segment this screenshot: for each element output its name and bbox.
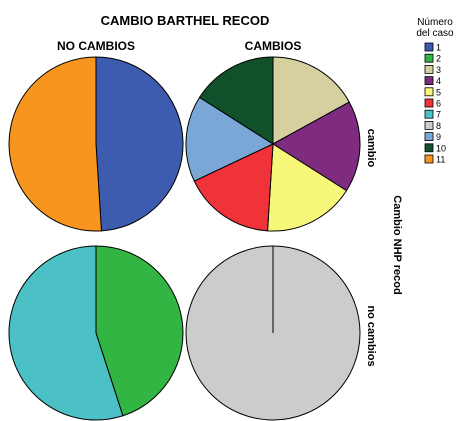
legend-swatch — [424, 154, 434, 164]
legend-swatch — [424, 109, 434, 119]
column-header-no-cambios: NO CAMBIOS — [57, 39, 135, 53]
legend-item-9: 9 — [424, 132, 441, 142]
legend-item-3: 3 — [424, 65, 441, 75]
legend-item-4: 4 — [424, 76, 441, 86]
row-variable-label: Cambio NHP recod — [391, 195, 403, 294]
pie-2 — [8, 245, 184, 421]
pie-3 — [185, 245, 361, 421]
legend-swatch — [424, 42, 434, 52]
pie-slice-case-2 — [95, 245, 184, 417]
legend-item-8: 8 — [424, 121, 441, 131]
row-label-no-cambios: no cambios — [365, 305, 377, 366]
legend-item-10: 10 — [424, 143, 446, 153]
legend-label: 2 — [436, 54, 441, 64]
legend-label: 8 — [436, 121, 441, 131]
legend-item-6: 6 — [424, 98, 441, 109]
legend-swatch — [424, 121, 434, 130]
legend-item-11: 11 — [424, 154, 445, 165]
legend-swatch — [424, 132, 434, 142]
legend-item-7: 7 — [424, 109, 441, 120]
legend-label: 7 — [436, 110, 441, 120]
pie-slice-case-5 — [267, 143, 348, 232]
legend-swatch — [424, 53, 434, 63]
pie-0 — [8, 56, 184, 232]
column-header-cambios: CAMBIOS — [245, 39, 302, 53]
legend-label: 5 — [436, 87, 441, 97]
pie-slice-case-11 — [8, 56, 102, 232]
row-label-cambio: cambio — [365, 129, 377, 168]
legend-swatch — [424, 143, 434, 153]
legend-label: 4 — [436, 76, 441, 86]
legend-title-line-1: Número — [417, 17, 453, 28]
legend-item-2: 2 — [424, 53, 441, 64]
legend-swatch — [424, 87, 434, 97]
legend-item-5: 5 — [424, 87, 441, 97]
pies-group — [8, 56, 361, 421]
legend-label: 10 — [436, 143, 446, 153]
pie-slice-case-1 — [95, 56, 184, 232]
legend-label: 9 — [436, 132, 441, 142]
pie-slice-case-7 — [8, 245, 124, 421]
pie-slice-case-6 — [193, 143, 274, 232]
pie-slice-case-10 — [198, 56, 274, 145]
legend-label: 11 — [436, 155, 445, 165]
pie-slice-case-3 — [272, 56, 350, 145]
legend-swatch — [424, 76, 434, 85]
legend-label: 3 — [436, 65, 441, 75]
legend-item-1: 1 — [424, 42, 441, 53]
legend-swatch — [424, 65, 434, 74]
pie-slice-case-9 — [185, 96, 275, 182]
pie-1 — [185, 56, 361, 232]
legend-label: 6 — [436, 99, 441, 109]
pie-slice-case-4 — [272, 101, 361, 192]
legend-swatch — [424, 98, 434, 108]
chart-title: CAMBIO BARTHEL RECOD — [101, 13, 270, 28]
legend-title-line-2: del caso — [416, 28, 454, 39]
legend-label: 1 — [436, 43, 441, 53]
